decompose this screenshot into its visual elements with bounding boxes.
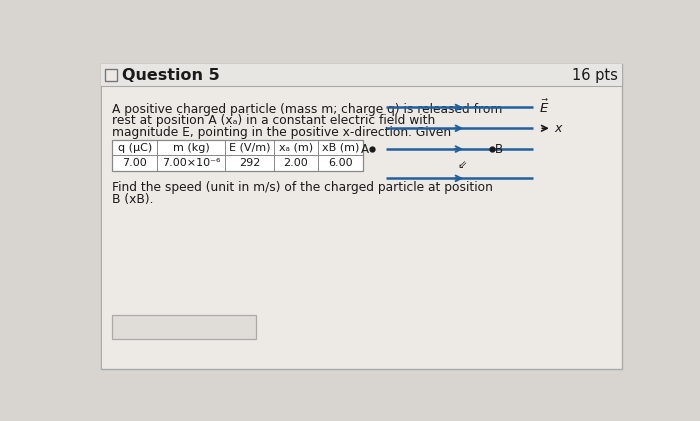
Text: m (kg): m (kg)	[173, 143, 210, 152]
Text: xB (m): xB (m)	[322, 143, 360, 152]
Text: 6.00: 6.00	[328, 158, 354, 168]
Text: $x$: $x$	[554, 122, 564, 135]
Text: A: A	[360, 143, 369, 156]
Bar	[112, 140, 363, 171]
Bar	[102, 86, 622, 368]
Text: q (μC): q (μC)	[118, 143, 152, 152]
Bar	[112, 140, 363, 171]
Bar	[112, 314, 256, 339]
Text: A positive charged particle (mass m; charge q) is released from: A positive charged particle (mass m; cha…	[112, 103, 503, 116]
Text: rest at position A (xₐ) in a constant electric field with: rest at position A (xₐ) in a constant el…	[112, 115, 435, 128]
Text: 7.00: 7.00	[122, 158, 147, 168]
Text: E (V/m): E (V/m)	[229, 143, 270, 152]
Text: ⇙: ⇙	[458, 160, 467, 170]
Text: Find the speed (unit in m/s) of the charged particle at position: Find the speed (unit in m/s) of the char…	[112, 181, 493, 195]
Bar	[102, 64, 622, 86]
Text: B: B	[495, 143, 503, 156]
Text: 2.00: 2.00	[284, 158, 309, 168]
Text: B (xB).: B (xB).	[112, 193, 154, 206]
Text: $\vec{E}$: $\vec{E}$	[539, 99, 550, 116]
Text: 292: 292	[239, 158, 260, 168]
Bar	[104, 69, 117, 81]
Text: 7.00×10⁻⁶: 7.00×10⁻⁶	[162, 158, 220, 168]
Text: magnitude E, pointing in the positive x-direction. Given: magnitude E, pointing in the positive x-…	[112, 126, 452, 139]
Text: Question 5: Question 5	[122, 68, 219, 83]
Text: xₐ (m): xₐ (m)	[279, 143, 313, 152]
Text: 16 pts: 16 pts	[572, 68, 617, 83]
